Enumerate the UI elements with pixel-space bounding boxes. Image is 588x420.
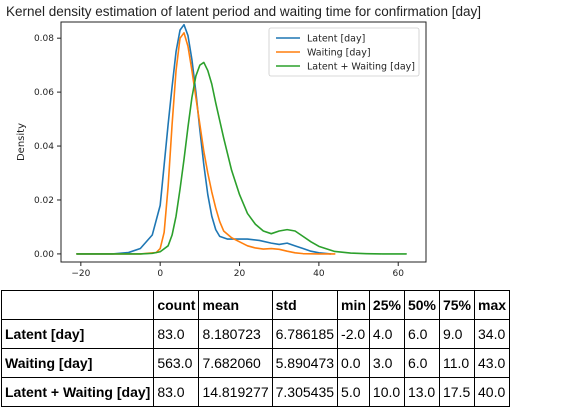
- table-cell: 34.0: [474, 319, 511, 349]
- table-cell: 7.682060: [198, 348, 273, 378]
- table-cell: 7.305435: [271, 377, 339, 407]
- table-cell: 9.0: [438, 319, 476, 349]
- table-cell: 17.5: [438, 377, 476, 407]
- table-cell: 40.0: [474, 377, 511, 407]
- y-tick-label: 0.00: [34, 250, 54, 260]
- table-cell: 10.0: [368, 377, 405, 407]
- table-corner-cell: [0, 290, 155, 320]
- y-tick-label: 0.08: [34, 34, 54, 44]
- legend-box: [268, 27, 420, 77]
- chart-title: Kernel density estimation of latent peri…: [6, 4, 481, 19]
- x-tick-label: 0: [157, 269, 163, 279]
- x-tick-label: 20: [234, 269, 246, 279]
- series-line-0: [76, 23, 332, 255]
- y-axis-label: Density: [16, 123, 27, 161]
- stats-table: count mean std min 25% 50% 75% max Latent [day]…: [0, 290, 511, 407]
- series-line-1: [76, 31, 336, 255]
- table-column-header: max: [474, 290, 511, 320]
- plot-frame: [60, 21, 427, 263]
- table-row-label: Latent [day]: [0, 319, 155, 349]
- legend-entry: Waiting [day]: [307, 48, 371, 59]
- table-column-header: count: [153, 290, 200, 320]
- y-tick-label: 0.02: [34, 196, 54, 206]
- legend: Latent [day] Waiting [day] Latent + Waitin…: [268, 27, 420, 77]
- table-body: Latent [day] 83.0 8.180723 6.786185 -2.0 4.0 6…: [0, 319, 511, 407]
- series-line-2: [76, 61, 407, 255]
- table-column-header: 50%: [403, 290, 440, 320]
- table-header-row: count mean std min 25% 50% 75% max: [0, 290, 511, 320]
- table-row-label: Waiting [day]: [0, 348, 155, 378]
- table-column-header: min: [337, 290, 370, 320]
- table-cell: 43.0: [474, 348, 511, 378]
- legend-entry: Latent + Waiting [day]: [307, 62, 415, 73]
- table-cell: 11.0: [438, 348, 476, 378]
- legend-entry: Latent [day]: [307, 34, 365, 45]
- table-row-label: Latent + Waiting [day]: [0, 377, 155, 407]
- table-cell: 6.0: [403, 348, 440, 378]
- x-tick-label: −20: [71, 269, 90, 279]
- table-cell: 83.0: [153, 319, 200, 349]
- table-cell: 14.819277: [198, 377, 273, 407]
- table-column-header: std: [271, 290, 339, 320]
- table-column-header: 25%: [368, 290, 405, 320]
- table-column-header: 75%: [438, 290, 476, 320]
- y-axis: 0.00 0.02 0.04 0.06 0.08: [34, 34, 61, 260]
- table-column-header: mean: [198, 290, 273, 320]
- table-cell: 5.0: [337, 377, 370, 407]
- table-row: Latent + Waiting [day] 83.0 14.819277 7.305…: [0, 377, 511, 407]
- x-tick-label: 60: [393, 269, 405, 279]
- table-cell: 0.0: [337, 348, 370, 378]
- table-cell: 8.180723: [198, 319, 273, 349]
- table-cell: -2.0: [337, 319, 370, 349]
- table-cell: 6.0: [403, 319, 440, 349]
- table-cell: 5.890473: [271, 348, 339, 378]
- kde-chart: −20 0 20 40 60 0.000.020.040.060.08 Density …: [16, 21, 427, 279]
- table-cell: 563.0: [153, 348, 200, 378]
- table-cell: 6.786185: [271, 319, 339, 349]
- x-axis: −20 0 20 40 60: [71, 262, 404, 279]
- table-cell: 4.0: [368, 319, 405, 349]
- table-cell: 3.0: [368, 348, 405, 378]
- y-tick-label: 0.06: [34, 88, 54, 98]
- y-tick-label: 0.04: [34, 142, 54, 152]
- x-tick-label: 40: [313, 269, 325, 279]
- table-cell: 13.0: [403, 377, 440, 407]
- table-cell: 83.0: [153, 377, 200, 407]
- table-row: Latent [day] 83.0 8.180723 6.786185 -2.0 4.0 6…: [0, 319, 511, 349]
- series-layer: [76, 23, 407, 255]
- table-row: Waiting [day] 563.0 7.682060 5.890473 0.0 3.0…: [0, 348, 511, 378]
